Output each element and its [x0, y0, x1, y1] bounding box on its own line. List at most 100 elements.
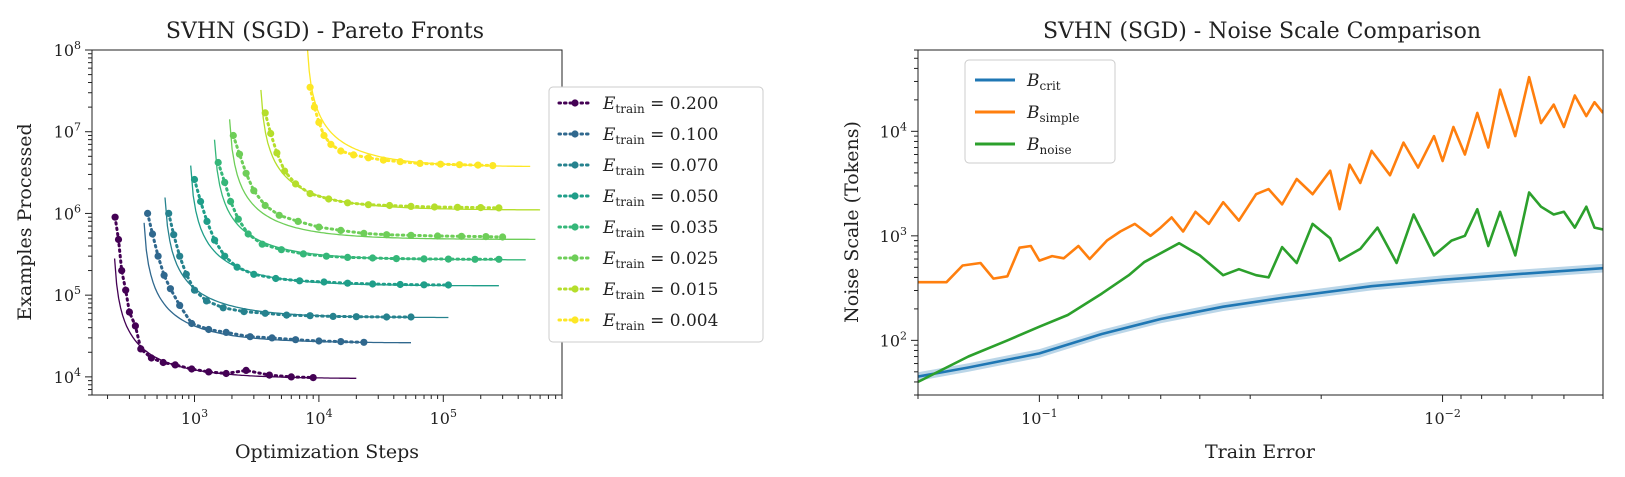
pareto-data-point — [159, 358, 167, 367]
pareto-data-point — [299, 250, 307, 258]
pareto-data-point — [144, 209, 152, 217]
pareto-plot-frame — [91, 49, 563, 396]
pareto-data-point — [407, 202, 415, 210]
pareto-data-point — [268, 334, 276, 342]
pareto-ytick-label: 108 — [54, 39, 81, 60]
pareto-data-point — [396, 158, 404, 166]
pareto-xtick-label: 103 — [181, 407, 208, 428]
pareto-data-point — [240, 308, 248, 316]
pareto-legend-label: Etrain = 0.025 — [602, 249, 718, 271]
pareto-data-point — [273, 149, 281, 157]
pareto-data-point — [125, 308, 133, 316]
pareto-data-point — [261, 201, 269, 210]
pareto-legend-label: Etrain = 0.200 — [602, 94, 718, 116]
pareto-xlabel: Optimization Steps — [235, 441, 419, 463]
pareto-panel: SVHN (SGD) - Pareto Fronts 103 104 105 104 1… — [14, 19, 764, 463]
pareto-data-point — [344, 253, 352, 261]
noise-legend-label: Bsimple — [1026, 103, 1080, 125]
pareto-data-point — [495, 204, 503, 212]
pareto-measured-line — [146, 211, 366, 344]
pareto-legend-label: Etrain = 0.004 — [602, 311, 718, 333]
pareto-data-point — [277, 246, 285, 254]
pareto-data-point — [344, 279, 352, 287]
pareto-data-point — [420, 255, 428, 263]
pareto-data-point — [283, 311, 291, 319]
pareto-data-point — [444, 281, 452, 289]
pareto-data-point — [455, 161, 464, 169]
pareto-data-point — [190, 175, 199, 184]
pareto-legend-label: Etrain = 0.015 — [602, 280, 718, 302]
pareto-legend-marker — [571, 316, 579, 324]
pareto-data-point — [202, 297, 211, 305]
pareto-data-point — [131, 322, 139, 330]
pareto-data-point — [420, 281, 428, 289]
pareto-data-point — [310, 103, 318, 111]
pareto-data-point — [352, 313, 360, 321]
noise-series-crit-line — [918, 266, 1603, 378]
noise-ylabel: Noise Scale (Tokens) — [841, 121, 863, 323]
pareto-data-point — [214, 158, 222, 167]
pareto-data-point — [360, 338, 368, 346]
pareto-data-point — [176, 301, 184, 309]
pareto-data-point — [118, 267, 126, 275]
pareto-data-point — [242, 366, 250, 374]
pareto-data-point — [265, 371, 273, 379]
pareto-data-point — [188, 365, 196, 373]
pareto-xtick-label: 105 — [430, 407, 457, 428]
pareto-data-point — [188, 319, 196, 328]
pareto-data-point — [227, 197, 235, 206]
pareto-measured-line — [308, 85, 495, 168]
pareto-data-point — [383, 313, 391, 321]
pareto-legend-marker — [571, 223, 579, 231]
pareto-measured-line — [216, 161, 501, 261]
pareto-data-point — [205, 368, 213, 376]
noise-legend-label: Bcrit — [1026, 71, 1061, 93]
noise-xtick-label: 10−1 — [1021, 407, 1058, 428]
noise-legend: Bcrit Bsimple Bnoise — [964, 59, 1116, 164]
pareto-data-point — [407, 231, 415, 239]
pareto-data-point — [360, 229, 368, 237]
pareto-legend-marker — [571, 99, 579, 107]
pareto-legend-marker — [571, 161, 579, 169]
pareto-data-point — [309, 374, 317, 382]
noise-ytick-label: 104 — [880, 120, 907, 141]
pareto-data-point — [322, 252, 330, 260]
pareto-data-point — [244, 230, 252, 238]
pareto-legend-label: Etrain = 0.050 — [602, 187, 718, 209]
pareto-data-point — [296, 277, 304, 285]
pareto-data-point — [327, 140, 335, 148]
pareto-data-point — [396, 280, 404, 289]
pareto-data-point — [489, 162, 497, 170]
noise-legend-label: Bnoise — [1026, 135, 1072, 157]
pareto-data-point — [457, 232, 466, 240]
pareto-data-point — [197, 197, 205, 206]
pareto-data-point — [294, 217, 302, 225]
pareto-data-point — [242, 169, 250, 177]
pareto-data-point — [160, 271, 168, 279]
pareto-data-point — [137, 345, 145, 353]
pareto-data-point — [386, 201, 394, 210]
pareto-data-point — [315, 337, 323, 345]
noise-legend-box — [964, 59, 1116, 164]
pareto-data-point — [275, 211, 283, 219]
pareto-data-point — [234, 215, 242, 223]
pareto-data-point — [229, 131, 237, 140]
pareto-data-point — [477, 204, 485, 212]
pareto-data-point — [221, 178, 229, 186]
noise-plot-frame — [917, 49, 1604, 396]
pareto-data-point — [471, 255, 479, 263]
pareto-data-point — [233, 263, 241, 271]
noise-crit-band — [918, 263, 1603, 381]
pareto-legend-marker — [571, 285, 579, 293]
pareto-data-point — [430, 203, 439, 211]
pareto-data-point — [444, 255, 452, 263]
pareto-data-point — [148, 230, 157, 238]
pareto-data-point — [364, 201, 372, 209]
pareto-data-point — [320, 131, 328, 140]
noise-ytick-label: 103 — [880, 225, 907, 246]
pareto-data-point — [272, 274, 280, 283]
pareto-legend-marker — [571, 130, 579, 138]
pareto-data-point — [292, 180, 300, 188]
pareto-data-point — [221, 252, 229, 260]
noise-ytick-label: 102 — [880, 329, 907, 350]
